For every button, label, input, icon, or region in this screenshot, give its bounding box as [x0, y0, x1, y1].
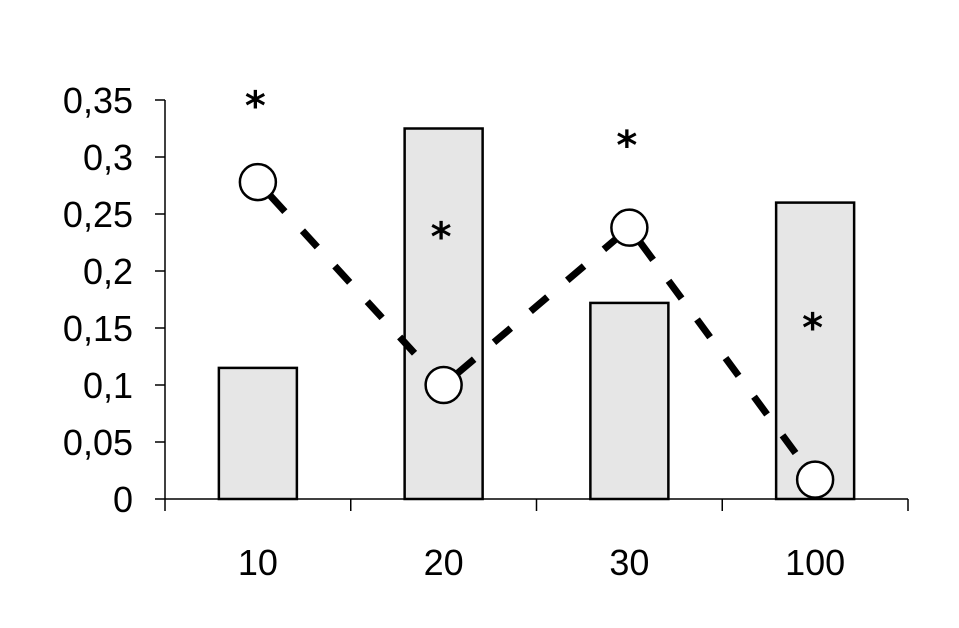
- annotations: * * * *: [245, 83, 823, 351]
- bar: [217, 366, 299, 501]
- line-marker: [610, 208, 649, 247]
- line-segment: [267, 192, 435, 375]
- x-tick-label: 20: [424, 542, 464, 583]
- annotation-asterisk: *: [431, 214, 452, 260]
- y-tick-label: 0,2: [83, 251, 133, 292]
- y-tick-label: 0,3: [83, 137, 133, 178]
- bars: [217, 127, 856, 501]
- annotation-asterisk: *: [616, 123, 637, 169]
- y-tick-label: 0,05: [63, 422, 133, 463]
- line-segment: [455, 236, 618, 377]
- bar: [403, 127, 484, 501]
- axes: 0 0,05 0,1 0,15 0,2 0,25 0,3 0,35 10 20 30 100: [63, 80, 909, 583]
- line-marker: [424, 365, 463, 405]
- y-tick-label: 0,35: [63, 80, 133, 121]
- y-tick-label: 0,15: [63, 308, 133, 349]
- bar: [589, 301, 670, 501]
- y-tick-label: 0,1: [83, 365, 133, 406]
- line-marker: [238, 162, 278, 202]
- annotation-asterisk: *: [802, 306, 823, 352]
- x-tick-label: 10: [238, 542, 278, 583]
- x-tick-label: 100: [785, 542, 845, 583]
- x-tick-label: 30: [609, 542, 649, 583]
- annotation-asterisk: *: [245, 83, 266, 129]
- line-markers: [238, 162, 835, 499]
- y-tick-label: 0: [113, 479, 133, 520]
- line-series: [267, 192, 808, 468]
- y-tick-label: 0,25: [63, 194, 133, 235]
- line-marker: [795, 460, 835, 499]
